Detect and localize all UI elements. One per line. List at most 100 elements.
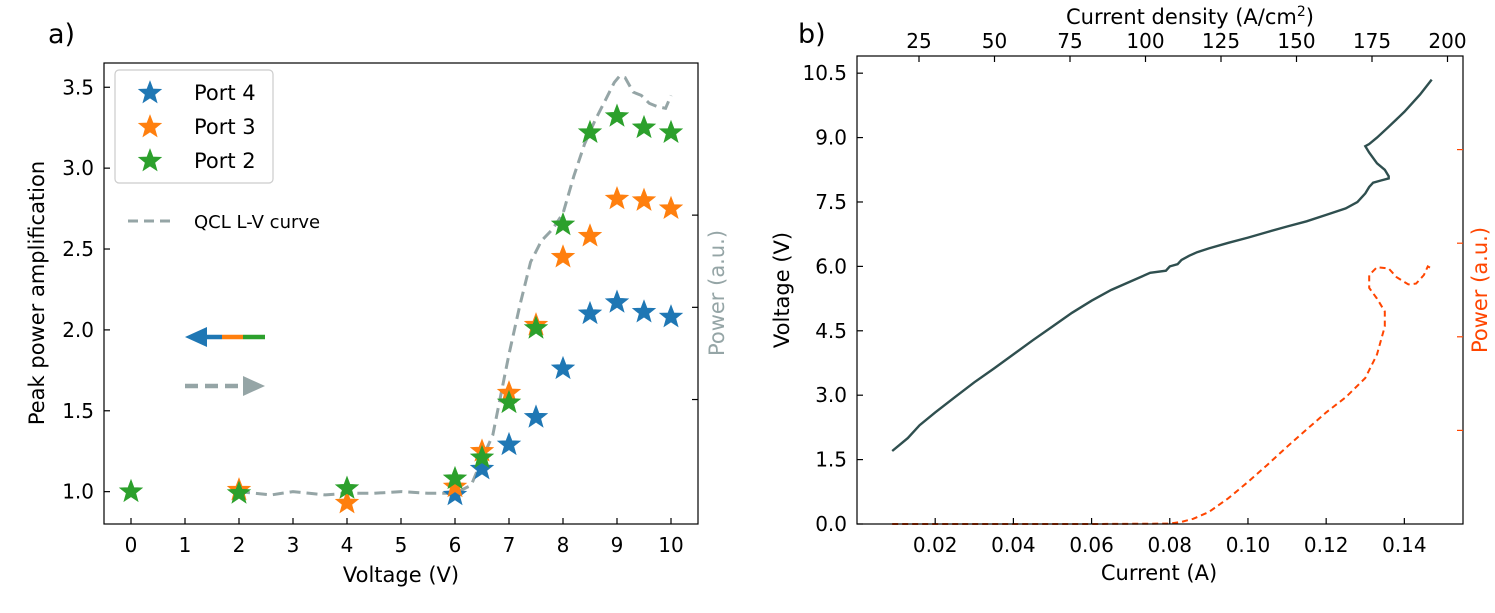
y-tick-label: 6.0 <box>815 254 847 278</box>
top-x-tick-label: 75 <box>1057 29 1082 53</box>
star-point-port2 <box>604 103 630 127</box>
x-tick-label: 0 <box>125 533 138 557</box>
panel-a: a) 0 1 2 3 4 5 6 7 8 9 10 1.0 1.5 2.0 2.5 3.0 3.5 Volta… <box>25 19 729 587</box>
legend-label-port3: Port 3 <box>194 115 256 139</box>
arrow-right-icon <box>185 376 265 396</box>
y2-axis-label-b: Power (a.u.) <box>1468 227 1492 353</box>
y-tick-label: 2.0 <box>62 318 94 342</box>
legend-marker-port2 <box>137 148 163 172</box>
legend-label-port4: Port 4 <box>194 81 256 105</box>
x-tick-label: 10 <box>658 533 683 557</box>
x-ticks-a: 0 1 2 3 4 5 6 7 8 9 10 <box>125 518 684 557</box>
x-tick-label: 0.14 <box>1382 533 1427 557</box>
legend-label-port2: Port 2 <box>194 149 256 173</box>
x-tick-label: 0.06 <box>1069 533 1114 557</box>
star-point-port2 <box>496 389 522 414</box>
panel-label-b: b) <box>798 19 826 50</box>
x-tick-label: 4 <box>341 533 354 557</box>
x-tick-label: 2 <box>233 533 246 557</box>
y-tick-label: 1.5 <box>815 448 847 472</box>
y-tick-label: 0.0 <box>815 512 847 536</box>
top-x-tick-label: 100 <box>1126 29 1164 53</box>
qcl-lv-curve <box>238 74 673 497</box>
x-tick-label: 7 <box>503 533 516 557</box>
power-curve <box>892 265 1433 525</box>
x-axis-label-b: Current (A) <box>1101 561 1217 585</box>
x-tick-label: 0.10 <box>1226 533 1271 557</box>
y-tick-label: 3.0 <box>815 383 847 407</box>
star-point-port2 <box>469 444 495 469</box>
plot-area-a <box>118 74 684 514</box>
star-point-port2 <box>442 465 468 490</box>
panel-b: b) 0.02 0.04 0.06 0.08 0.10 0.12 0.14 0.0 1.5 3.… <box>770 4 1492 585</box>
star-point-port3 <box>442 473 468 498</box>
y2-ticks-b <box>1457 149 1463 431</box>
star-point-port2 <box>658 119 684 143</box>
star-point-port4 <box>496 431 522 456</box>
top-x-tick-label: 175 <box>1353 29 1391 53</box>
y-axis-label-b: Voltage (V) <box>770 232 794 348</box>
top-x-axis-label-end: ) <box>1306 5 1314 29</box>
y-axis-label-a: Peak power amplification <box>25 161 49 425</box>
voltage-curve <box>891 78 1433 452</box>
star-point-port3 <box>658 195 684 219</box>
axes-frame-b <box>856 55 1464 525</box>
x-tick-label: 0.04 <box>991 533 1036 557</box>
star-point-port4 <box>469 456 495 480</box>
x-tick-label: 8 <box>557 533 570 557</box>
top-x-tick-label: 50 <box>982 29 1007 53</box>
top-x-ticks-b: 25 50 75 100 125 150 175 200 <box>906 29 1467 62</box>
y-tick-label: 4.5 <box>815 319 847 343</box>
legend-label-qcl: QCL L-V curve <box>194 212 320 233</box>
star-point-port2 <box>523 315 549 339</box>
x-tick-label: 1 <box>179 533 192 557</box>
y-tick-label: 10.5 <box>802 61 847 85</box>
y-tick-label: 3.0 <box>62 156 94 180</box>
y-ticks-a: 1.0 1.5 2.0 2.5 3.0 3.5 <box>62 75 110 504</box>
top-x-tick-label: 125 <box>1202 29 1240 53</box>
star-point-port4 <box>631 299 657 323</box>
star-point-port2 <box>226 480 252 504</box>
star-point-port4 <box>658 304 684 328</box>
top-x-tick-label: 150 <box>1277 29 1315 53</box>
y-tick-label: 9.0 <box>815 126 847 150</box>
x-axis-label-a: Voltage (V) <box>343 563 459 587</box>
top-x-tick-label: 25 <box>906 29 931 53</box>
y-tick-label: 7.5 <box>815 190 847 214</box>
legend-marker-port3 <box>137 114 163 138</box>
star-point-port3 <box>577 223 603 247</box>
star-point-port3 <box>550 244 576 268</box>
star-point-port3 <box>604 186 630 210</box>
star-point-port4 <box>577 300 603 325</box>
star-point-port4 <box>550 355 576 380</box>
legend-a: Port 4 Port 3 Port 2 QCL L-V curve <box>114 69 320 233</box>
y2-axis-label-a: Power (a.u.) <box>705 230 729 356</box>
star-point-port2 <box>334 475 360 499</box>
top-x-axis-label-b: Current density (A/cm2) <box>1066 4 1314 29</box>
arrow-left-icon <box>185 327 265 347</box>
y-ticks-b: 0.0 1.5 3.0 4.5 6.0 7.5 9.0 10.5 <box>802 61 863 536</box>
y-tick-label: 1.5 <box>62 399 94 423</box>
star-point-port2 <box>550 211 576 236</box>
star-point-port4 <box>442 482 468 506</box>
y-tick-label: 3.5 <box>62 75 94 99</box>
y2-ticks-a <box>692 214 698 401</box>
star-point-port2 <box>577 119 603 143</box>
star-point-port3 <box>631 187 657 211</box>
y-tick-label: 2.5 <box>62 237 94 261</box>
panel-label-a: a) <box>48 19 75 50</box>
star-point-port4 <box>523 404 549 428</box>
top-x-axis-label-main: Current density (A/cm <box>1066 5 1297 29</box>
x-tick-label: 0.02 <box>913 533 958 557</box>
plot-area-b <box>891 78 1433 525</box>
x-tick-label: 0.08 <box>1148 533 1193 557</box>
y-tick-label: 1.0 <box>62 480 94 504</box>
top-x-axis-label-sup: 2 <box>1297 4 1306 20</box>
x-tick-label: 3 <box>287 533 300 557</box>
direction-arrows <box>185 327 265 396</box>
x-tick-label: 0.12 <box>1304 533 1349 557</box>
x-ticks-b: 0.02 0.04 0.06 0.08 0.10 0.12 0.14 <box>913 518 1427 557</box>
x-tick-label: 9 <box>611 533 624 557</box>
star-point-port3 <box>334 490 360 514</box>
